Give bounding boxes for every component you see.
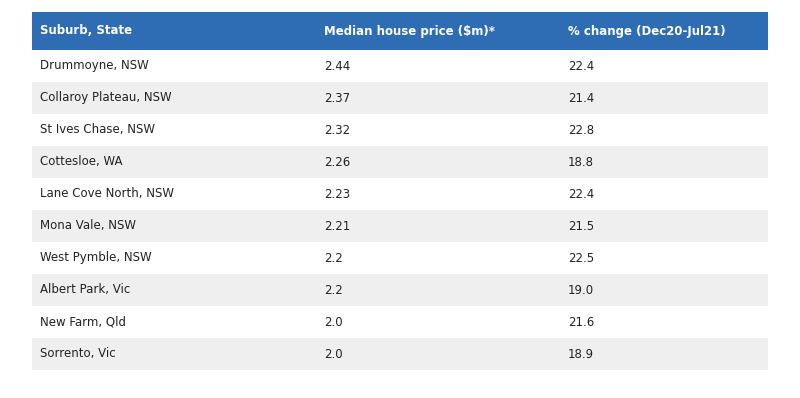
Text: Sorrento, Vic: Sorrento, Vic	[40, 347, 116, 361]
Text: Albert Park, Vic: Albert Park, Vic	[40, 283, 130, 297]
Text: Drummoyne, NSW: Drummoyne, NSW	[40, 59, 149, 72]
Text: 2.26: 2.26	[324, 156, 350, 168]
Text: 22.4: 22.4	[568, 59, 594, 72]
Text: 21.5: 21.5	[568, 220, 594, 232]
Text: 2.23: 2.23	[324, 187, 350, 201]
Text: 22.4: 22.4	[568, 187, 594, 201]
Bar	[32, 210, 768, 242]
Text: 19.0: 19.0	[568, 283, 594, 297]
Bar	[32, 242, 768, 274]
Text: 2.2: 2.2	[324, 283, 342, 297]
Text: 2.37: 2.37	[324, 92, 350, 105]
Bar	[32, 82, 768, 114]
Text: Lane Cove North, NSW: Lane Cove North, NSW	[40, 187, 174, 201]
Text: West Pymble, NSW: West Pymble, NSW	[40, 252, 152, 265]
Bar	[32, 274, 768, 306]
Text: New Farm, Qld: New Farm, Qld	[40, 316, 126, 328]
Bar	[32, 50, 768, 82]
Text: 22.5: 22.5	[568, 252, 594, 265]
Text: 2.32: 2.32	[324, 123, 350, 137]
Text: Collaroy Plateau, NSW: Collaroy Plateau, NSW	[40, 92, 172, 105]
Text: Mona Vale, NSW: Mona Vale, NSW	[40, 220, 136, 232]
Text: 18.8: 18.8	[568, 156, 594, 168]
Bar	[32, 338, 768, 370]
Text: % change (Dec20-Jul21): % change (Dec20-Jul21)	[568, 25, 726, 37]
Text: 2.0: 2.0	[324, 316, 342, 328]
Text: 2.2: 2.2	[324, 252, 342, 265]
Bar	[32, 114, 768, 146]
Text: 2.21: 2.21	[324, 220, 350, 232]
Text: Suburb, State: Suburb, State	[40, 25, 132, 37]
Text: St Ives Chase, NSW: St Ives Chase, NSW	[40, 123, 155, 137]
Text: Median house price ($m)*: Median house price ($m)*	[324, 25, 495, 37]
Text: 18.9: 18.9	[568, 347, 594, 361]
Text: Cottesloe, WA: Cottesloe, WA	[40, 156, 122, 168]
Text: 21.4: 21.4	[568, 92, 594, 105]
Bar	[32, 146, 768, 178]
Text: 2.44: 2.44	[324, 59, 350, 72]
Bar	[32, 178, 768, 210]
Bar	[32, 306, 768, 338]
Text: 2.0: 2.0	[324, 347, 342, 361]
Bar	[32, 12, 768, 50]
Text: 21.6: 21.6	[568, 316, 594, 328]
Text: 22.8: 22.8	[568, 123, 594, 137]
